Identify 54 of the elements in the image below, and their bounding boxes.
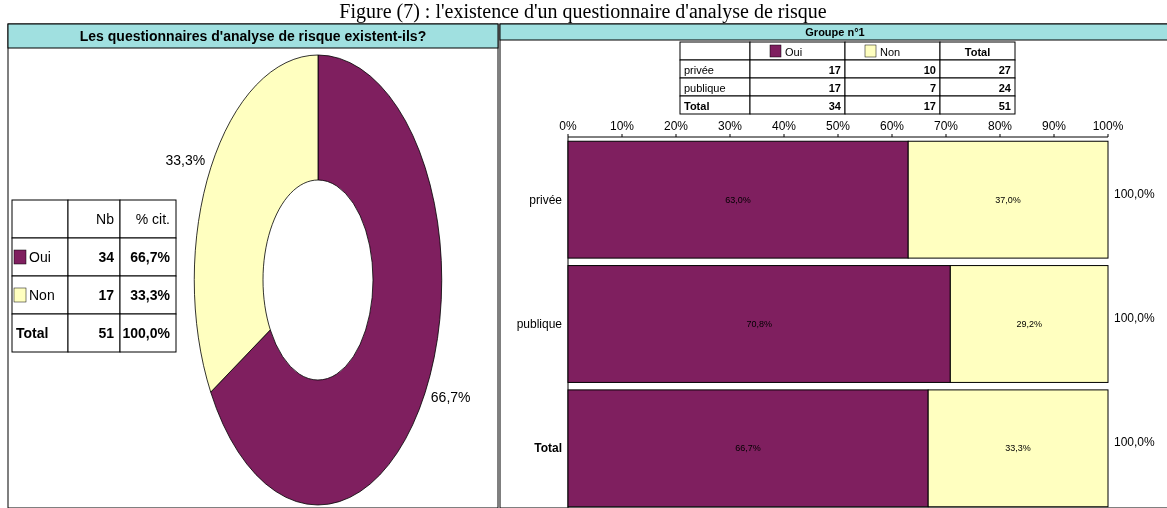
data-label: 66,7% [430, 389, 471, 406]
x-tick-label: 40% [771, 119, 797, 133]
text: Total [16, 325, 49, 341]
data-label: 37,0% [995, 194, 1021, 205]
x-tick-label: 0% [559, 119, 577, 133]
data-label: 66,7% [735, 443, 761, 454]
data-label: 33,3% [165, 151, 206, 168]
x-tick-label: 100% [1092, 119, 1124, 133]
text: 51 [998, 100, 1011, 112]
text: 66,7% [130, 249, 170, 265]
category-label: publique [684, 82, 726, 94]
text: % cit. [135, 211, 170, 227]
x-tick-label: 70% [933, 119, 959, 133]
chart-title: Les questionnaires d'analyse de risque existent-ils? [79, 28, 427, 44]
legend-label: Oui [785, 46, 803, 58]
x-tick-label: 30% [717, 119, 743, 133]
text: 10 [923, 64, 936, 76]
data-label: 29,2% [1016, 319, 1042, 329]
text: 17 [828, 64, 841, 76]
data-label: 33,3% [1005, 443, 1031, 454]
text: 17 [98, 287, 115, 303]
x-tick-label: 10% [609, 119, 635, 133]
chart-title: Groupe n°1 [805, 26, 865, 38]
text: 51 [98, 325, 115, 341]
text: 17 [923, 100, 936, 112]
text: 24 [998, 82, 1012, 94]
x-tick-label: 20% [663, 119, 689, 133]
text: 27 [998, 64, 1011, 76]
data-label: 63,0% [725, 194, 751, 205]
text: 34 [98, 249, 115, 265]
total-label: 100,0% [1114, 435, 1156, 450]
text: 7 [929, 82, 936, 94]
text: Nb [96, 211, 115, 227]
text: 33,3% [130, 287, 170, 303]
x-tick-label: 90% [1041, 119, 1067, 133]
x-tick-label: 60% [879, 119, 905, 133]
x-tick-label: 50% [825, 119, 851, 133]
total-label: 100,0% [1114, 186, 1156, 201]
legend-label: Non [880, 46, 901, 58]
y-tick-label: publique [516, 317, 563, 331]
legend-label: Non [29, 287, 55, 303]
x-tick-label: 80% [987, 119, 1013, 133]
text: Figure (7) : l'existence d'un questionnaire d'analyse de risque [339, 0, 827, 23]
category-label: privée [684, 64, 714, 76]
category-label: Total [684, 100, 710, 112]
y-tick-label: Total [534, 441, 562, 456]
data-label: 70,8% [746, 319, 772, 329]
text: 17 [828, 82, 841, 94]
text: 100,0% [122, 325, 170, 341]
y-tick-label: privée [529, 192, 563, 207]
total-label: 100,0% [1114, 311, 1156, 325]
text: Total [964, 46, 991, 58]
legend-label: Oui [29, 249, 51, 265]
text: 34 [828, 100, 842, 112]
